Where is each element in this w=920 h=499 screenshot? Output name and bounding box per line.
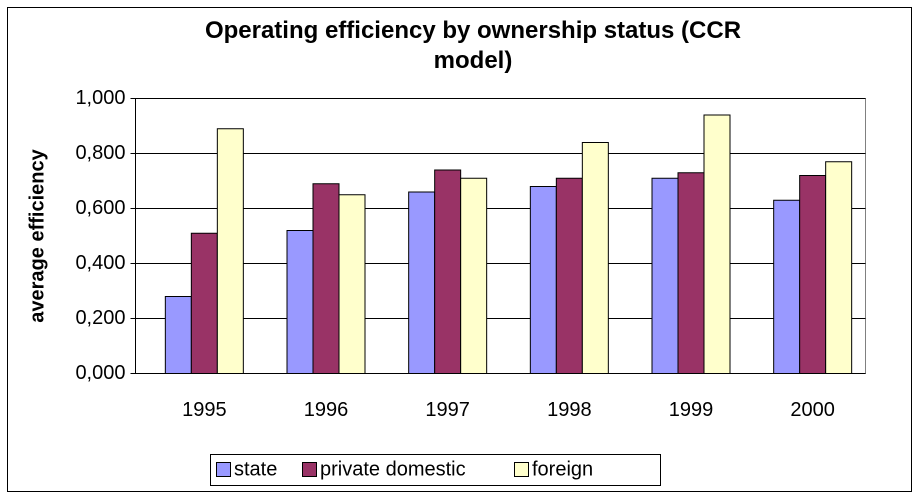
bar [408, 191, 436, 374]
bar [555, 177, 583, 374]
x-tick-label: 1995 [182, 399, 227, 421]
x-tick-label: 1997 [425, 399, 470, 421]
legend-label: private domestic [320, 458, 466, 480]
y-tick-label: 0,400 [75, 252, 125, 274]
bar [651, 177, 679, 374]
bar [286, 230, 314, 374]
bar [460, 177, 488, 374]
legend-swatch [216, 462, 231, 477]
bar [190, 232, 218, 374]
bar [216, 128, 244, 374]
bar [825, 161, 853, 374]
y-axis-label: average efficiency [26, 148, 48, 322]
bar [338, 194, 366, 374]
legend-swatch [514, 462, 529, 477]
y-tick-label: 0,200 [75, 307, 125, 329]
bar [799, 175, 827, 374]
bar [703, 114, 731, 374]
x-tick-label: 1998 [547, 399, 592, 421]
y-tick-label: 1,000 [75, 87, 125, 109]
bar [312, 183, 340, 374]
bar [529, 186, 557, 374]
bar [677, 172, 705, 374]
legend-swatch [302, 462, 317, 477]
x-tick-label: 2000 [790, 399, 835, 421]
chart-title: Operating efficiency by ownership status… [204, 17, 742, 74]
x-tick-label: 1999 [669, 399, 714, 421]
y-tick-label: 0,000 [75, 362, 125, 384]
bar [434, 169, 462, 374]
y-tick-label: 0,600 [75, 197, 125, 219]
bar [164, 296, 192, 374]
x-tick-label: 1996 [304, 399, 349, 421]
legend-label: state [234, 458, 277, 480]
legend-box [210, 454, 661, 486]
bar [773, 199, 801, 374]
bar [581, 142, 609, 374]
plot-area [135, 98, 866, 374]
y-tick-label: 0,800 [75, 142, 125, 164]
legend-label: foreign [532, 458, 593, 480]
